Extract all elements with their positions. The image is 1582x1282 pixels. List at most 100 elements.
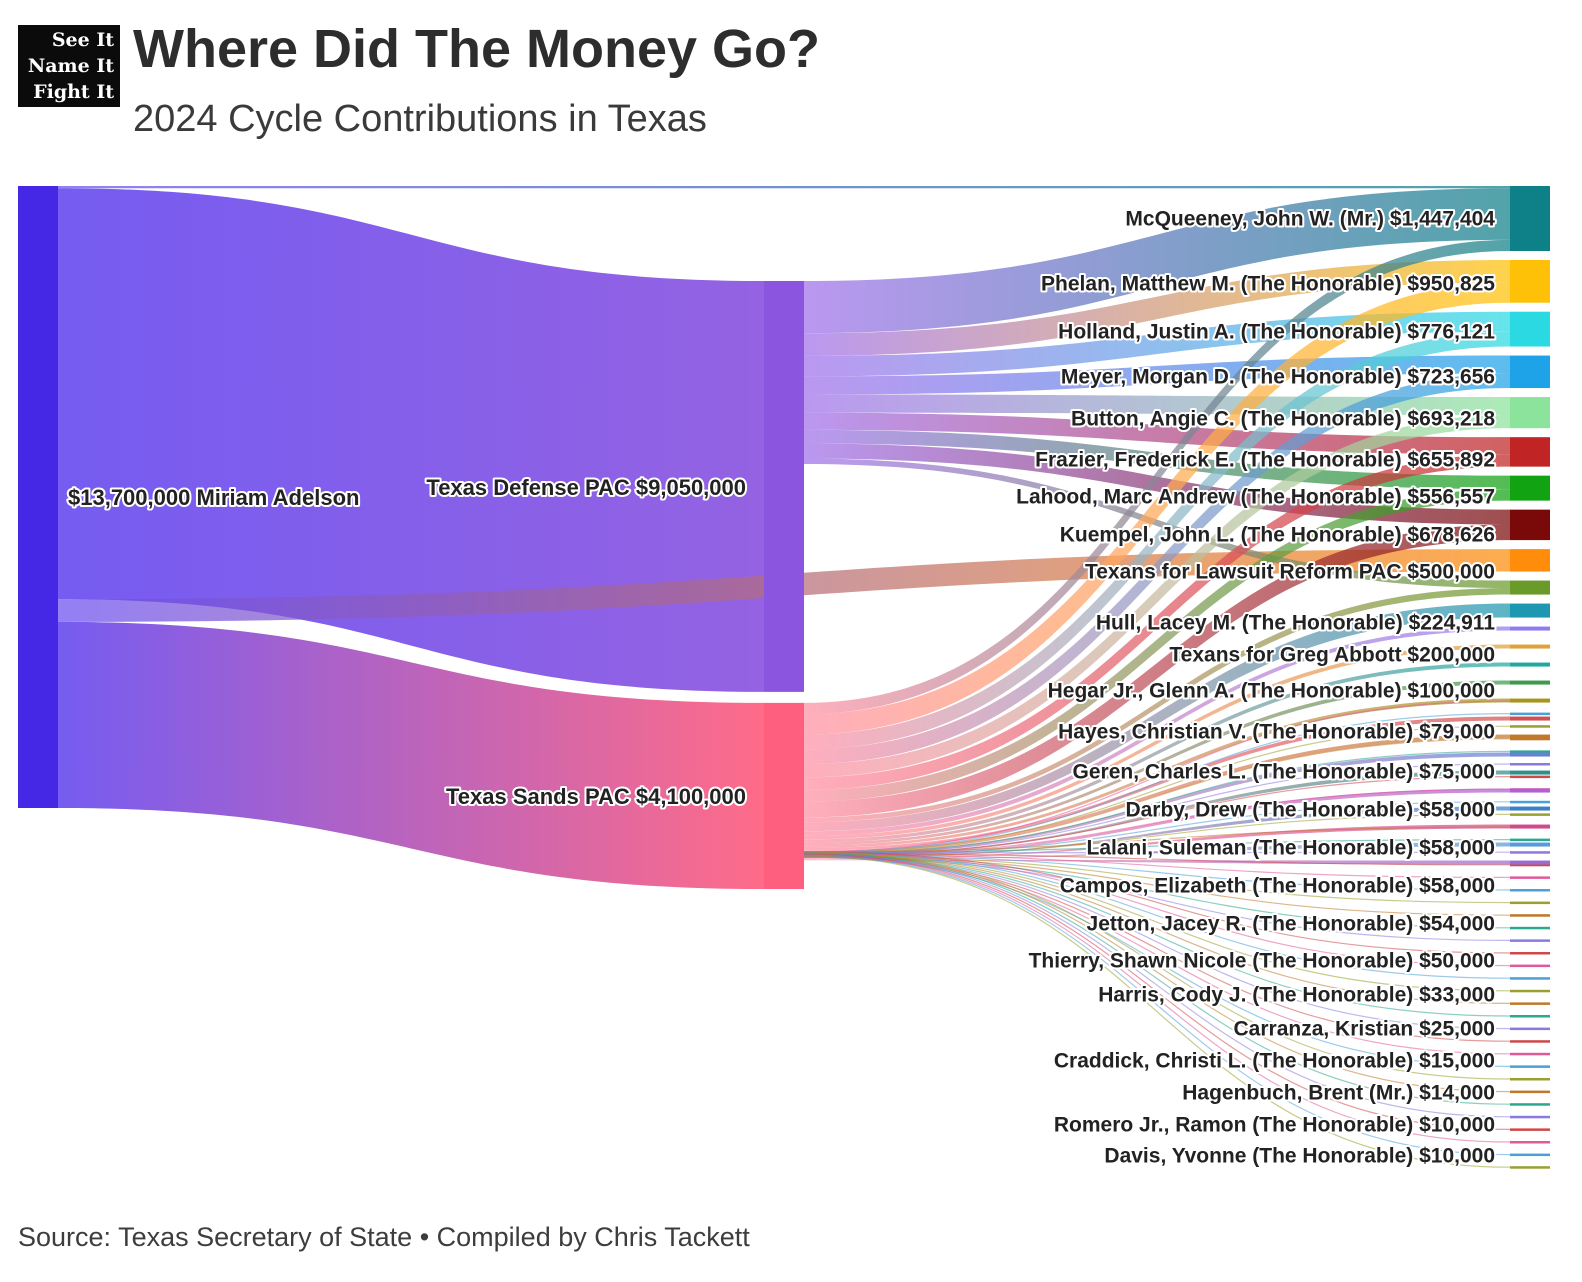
page-title: Where Did The Money Go? xyxy=(133,19,821,79)
minor-flow xyxy=(803,763,1511,856)
node-abbott xyxy=(1510,603,1550,618)
label-hagenbuch: Hagenbuch, Brent (Mr.) $14,000 xyxy=(1182,1082,1495,1105)
flow-sands-to-mcqueeney xyxy=(804,239,1510,715)
flow-defense-to-mcqueeney xyxy=(804,188,1510,334)
minor-flow xyxy=(803,853,1511,878)
flow-sands-to-hull xyxy=(804,588,1510,823)
label-davis: Davis, Yvonne (The Honorable) $10,000 xyxy=(1104,1145,1495,1168)
minor-flow xyxy=(803,839,1511,853)
label-darby: Darby, Drew (The Honorable) $58,000 xyxy=(1125,799,1495,822)
minor-recipient-node xyxy=(1510,964,1550,968)
node-jetton xyxy=(1510,734,1550,739)
label-hegar: Hegar Jr., Glenn A. (The Honorable) $100… xyxy=(1048,680,1495,703)
flow-sands-to-hegar xyxy=(804,626,1510,836)
minor-flow xyxy=(803,853,1511,1130)
minor-recipient-node xyxy=(1510,1078,1550,1081)
minor-flow xyxy=(803,713,1511,853)
flow-sands-to-romero xyxy=(804,842,1510,860)
minor-recipient-node xyxy=(1510,763,1550,766)
minor-flow xyxy=(803,854,1511,891)
label-phelan: Phelan, Matthew M. (The Honorable) $950,… xyxy=(1041,273,1495,296)
label-craddick: Craddick, Christi L. (The Honorable) $15… xyxy=(1054,1050,1495,1073)
flow-sands-to-carranza xyxy=(804,788,1510,859)
node-carranza xyxy=(1510,788,1550,793)
flow-defense-to-hull xyxy=(804,458,1510,589)
flow-sands-to-lahood xyxy=(804,489,1510,802)
minor-recipient-node xyxy=(1510,1040,1550,1043)
minor-flow xyxy=(803,853,1511,992)
node-harris xyxy=(1510,770,1550,775)
node-mcqueeney xyxy=(1510,186,1550,251)
minor-recipient-node xyxy=(1510,725,1550,728)
flow-defense-to-phelan xyxy=(804,260,1510,356)
logo-line-2: Name It xyxy=(27,55,114,77)
minor-flow xyxy=(803,813,1511,858)
flow-sands-to-holland xyxy=(804,331,1510,750)
label-defense: Texas Defense PAC $9,050,000 xyxy=(426,475,746,500)
minor-recipient-node xyxy=(1510,851,1550,854)
node-romero xyxy=(1510,842,1550,847)
source-credit: Source: Texas Secretary of State • Compi… xyxy=(18,1222,750,1252)
flow-sands-to-hagenbuch xyxy=(804,824,1510,860)
label-hull: Hull, Lacey M. (The Honorable) $224,911 xyxy=(1096,612,1495,635)
flow-adelson-to-sands xyxy=(58,621,764,890)
flow-sands-to-geren xyxy=(804,662,1510,843)
node-geren xyxy=(1510,662,1550,667)
node-tlr xyxy=(1510,549,1550,572)
page-subtitle: 2024 Cycle Contributions in Texas xyxy=(133,98,707,140)
node-defense xyxy=(764,281,804,692)
minor-recipient-node xyxy=(1510,750,1550,753)
flow-defense-to-meyer xyxy=(804,355,1510,395)
minor-recipient-node xyxy=(1510,989,1550,993)
minor-flow xyxy=(803,700,1511,853)
label-kuempel: Kuempel, John L. (The Honorable) $678,62… xyxy=(1060,524,1495,547)
minor-recipient-node xyxy=(1510,1002,1550,1005)
node-holland xyxy=(1510,311,1550,347)
node-phelan xyxy=(1510,260,1550,303)
label-adelson: $13,700,000 Miriam Adelson xyxy=(68,485,359,510)
minor-recipient-node xyxy=(1510,863,1550,867)
minor-recipient-node xyxy=(1510,939,1550,942)
label-carranza: Carranza, Kristian $25,000 xyxy=(1234,1018,1495,1041)
flow-sands-to-thierry xyxy=(804,752,1510,856)
minor-recipient-node xyxy=(1510,813,1550,816)
minor-flow xyxy=(803,826,1511,853)
label-hayes: Hayes, Christian V. (The Honorable) $79,… xyxy=(1058,721,1495,744)
flow-defense-to-button xyxy=(804,394,1510,416)
minor-flow xyxy=(803,854,1511,1017)
flow-sands-to-abbott xyxy=(804,603,1510,832)
label-lahood: Lahood, Marc Andrew (The Honorable) $556… xyxy=(1016,486,1495,509)
minor-flow xyxy=(803,851,1511,954)
label-sands: Texas Sands PAC $4,100,000 xyxy=(446,784,746,809)
flow-sands-to-darby xyxy=(804,680,1510,846)
node-craddick xyxy=(1510,806,1550,811)
flow-sands-to-button xyxy=(804,415,1510,778)
label-thierry: Thierry, Shawn Nicole (The Honorable) $5… xyxy=(1029,950,1495,973)
flow-sands-to-jetton xyxy=(804,734,1510,854)
minor-recipient-node xyxy=(1510,1015,1550,1018)
minor-recipient-node xyxy=(1510,901,1550,905)
node-button xyxy=(1510,397,1550,429)
minor-recipient-node xyxy=(1510,1027,1550,1031)
labels-layer: $13,700,000 Miriam Adelson Texas Defense … xyxy=(66,206,1497,1170)
label-abbott: Texans for Greg Abbott $200,000 xyxy=(1169,644,1495,667)
minor-flow xyxy=(803,851,1511,1080)
node-campos xyxy=(1510,716,1550,721)
label-harris: Harris, Cody J. (The Honorable) $33,000 xyxy=(1098,984,1495,1007)
flow-sands-to-meyer xyxy=(804,373,1510,765)
node-hagenbuch xyxy=(1510,824,1550,829)
minor-flow xyxy=(803,855,1511,1168)
minor-flow xyxy=(803,725,1511,854)
minor-flow xyxy=(803,853,1511,1118)
minor-recipient-node xyxy=(1510,1141,1550,1144)
minor-recipient-node xyxy=(1510,800,1550,804)
brand-logo: See It Name It Fight It xyxy=(18,25,120,107)
node-sands xyxy=(764,702,804,890)
label-campos: Campos, Elizabeth (The Honorable) $58,00… xyxy=(1060,875,1495,898)
minor-recipient-node xyxy=(1510,712,1550,716)
minor-flow xyxy=(803,852,1511,979)
minor-recipient-node xyxy=(1510,926,1550,930)
minor-flow xyxy=(803,851,1511,854)
minor-flow xyxy=(803,853,1511,866)
flow-defense-to-frazier xyxy=(804,412,1510,455)
